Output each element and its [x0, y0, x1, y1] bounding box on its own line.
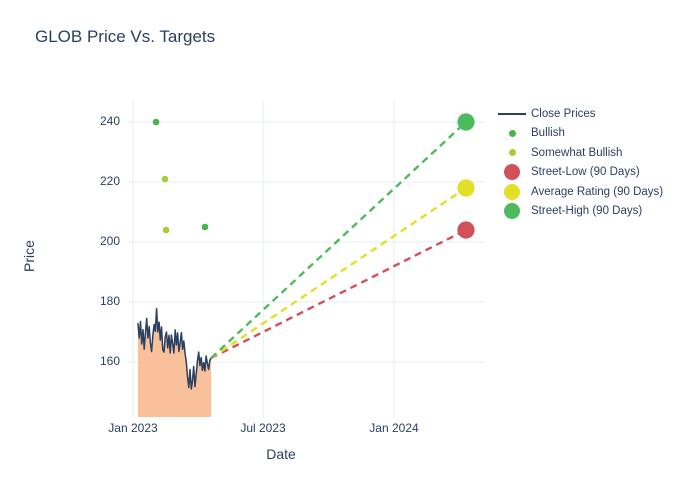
somewhat-bullish-markers: [161, 175, 170, 234]
y-tick-200: 200: [99, 234, 120, 248]
legend-item-somewhat-bullish[interactable]: Somewhat Bullish: [496, 143, 663, 163]
y-tick-180: 180: [99, 294, 120, 308]
y-axis-title: Price: [21, 240, 37, 272]
bullish-dot-icon: [496, 129, 528, 137]
gridlines: [128, 100, 485, 417]
y-tick-240: 240: [99, 114, 120, 128]
average-rating-dot-icon: [496, 183, 528, 200]
legend-item-street-low[interactable]: Street-Low (90 Days): [496, 163, 663, 183]
legend-label: Average Rating (90 Days): [531, 185, 664, 198]
y-tick-220: 220: [99, 174, 120, 188]
chart-title: GLOB Price Vs. Targets: [35, 27, 216, 46]
legend-item-close-prices[interactable]: Close Prices: [496, 104, 663, 124]
legend-item-street-high[interactable]: Street-High (90 Days): [496, 202, 663, 222]
close-price-line: [137, 307, 212, 390]
close-price-area: [138, 308, 212, 417]
legend-item-average-rating[interactable]: Average Rating (90 Days): [496, 182, 663, 202]
target-projection-lines: [210, 121, 467, 360]
legend-label: Street-Low (90 Days): [531, 166, 640, 179]
street-low-90-days--marker: [457, 221, 475, 239]
x-axis-title: Date: [266, 446, 296, 462]
x-tick-jan-2024: Jan 2024: [369, 421, 419, 435]
street-high-90-days--marker: [457, 113, 475, 131]
legend-label: Close Prices: [531, 107, 596, 120]
average-rating-90-days--marker: [457, 179, 475, 197]
y-tick-160: 160: [99, 354, 120, 368]
x-tick-jan-2023: Jan 2023: [108, 421, 158, 435]
legend-item-bullish[interactable]: Bullish: [496, 124, 663, 144]
legend: Close Prices Bullish Somewhat Bullish St…: [496, 104, 663, 221]
legend-label: Somewhat Bullish: [531, 146, 623, 159]
street-high-dot-icon: [496, 203, 528, 220]
bullish-markers: [152, 118, 209, 231]
legend-label: Street-High (90 Days): [531, 205, 643, 218]
x-tick-jul-2023: Jul 2023: [240, 421, 286, 435]
legend-label: Bullish: [531, 127, 565, 140]
close-prices-line-icon: [496, 112, 528, 115]
street-low-dot-icon: [496, 164, 528, 181]
somewhat-bullish-dot-icon: [496, 149, 528, 157]
